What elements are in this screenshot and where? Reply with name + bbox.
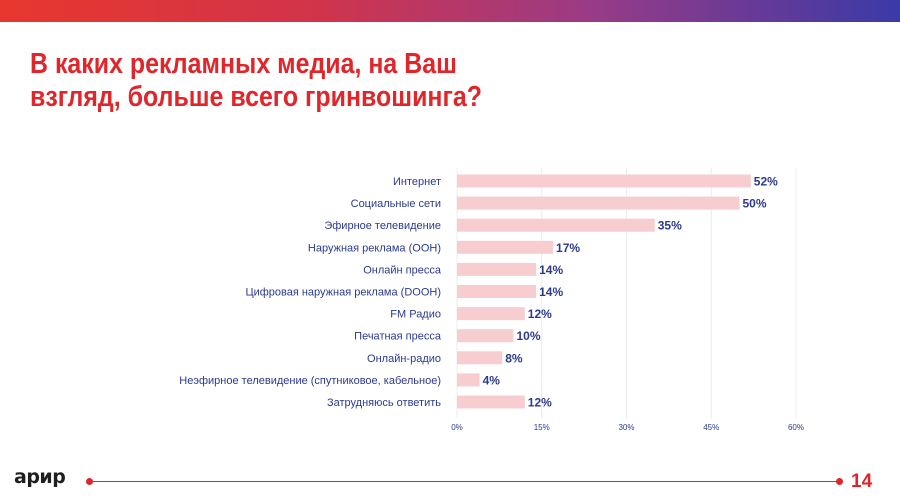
bar [457,329,514,343]
bar [457,395,525,409]
company-logo: арир [14,466,66,488]
title-line-1: В каких рекламных медиа, на Ваш [30,48,457,80]
data-label: 10% [517,329,541,343]
data-label: 4% [483,373,501,387]
data-label: 8% [505,351,523,365]
data-label: 17% [556,241,580,255]
footer-line-start-dot [86,478,93,485]
bar [457,262,537,276]
top-gradient-bar [0,0,900,22]
category-label: Неэфирное телевидение (спутниковое, кабе… [179,375,441,387]
category-label: Затрудняюсь ответить [327,397,441,409]
category-label: Печатная пресса [354,331,442,343]
x-tick-label: 60% [788,423,804,432]
footer-line-end-dot [836,478,843,485]
data-label: 52% [754,175,778,189]
data-label: 14% [539,263,563,277]
x-tick-label: 0% [451,423,463,432]
x-tick-label: 45% [703,423,719,432]
bar [457,218,655,232]
category-label: Цифровая наружная реклама (DOOH) [245,287,441,299]
category-label: FM Радио [390,309,441,321]
category-label: Социальные сети [351,198,441,210]
category-label: Онлайн-радио [367,353,441,365]
bar [457,174,751,188]
category-label: Интернет [393,176,441,188]
bar [457,196,740,210]
category-label: Наружная реклама (OOH) [308,242,441,254]
data-label: 12% [528,396,552,410]
bar [457,307,525,321]
bar-chart: 0% 15% 30% 45% 60% Интернет 52% Социальные сети… [179,168,804,432]
data-label: 12% [528,307,552,321]
page-number: 14 [851,471,873,492]
title-line-2: взгляд, больше всего гринвошинга? [30,81,482,113]
page-title: В каких рекламных медиа, на Ваш взгляд, … [30,48,546,114]
category-label: Онлайн пресса [363,264,442,276]
x-tick-label: 30% [618,423,634,432]
bar [457,351,503,365]
bar [457,240,554,254]
category-label: Эфирное телевидение [324,220,441,232]
data-label: 14% [539,285,563,299]
bar [457,373,480,387]
data-label: 35% [658,219,682,233]
x-tick-label: 15% [534,423,550,432]
footer-divider [90,481,838,482]
bar [457,285,537,298]
data-label: 50% [743,197,767,211]
